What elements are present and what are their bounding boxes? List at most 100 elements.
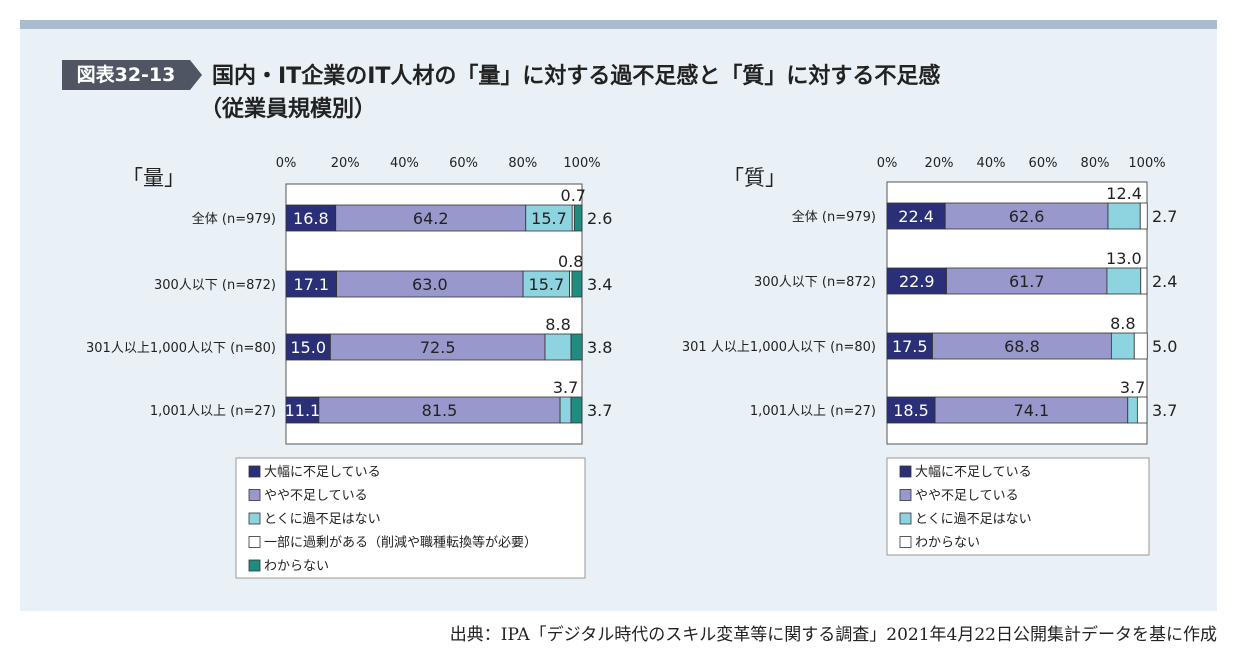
quality-bar-segment xyxy=(886,396,936,424)
quality-chart-title: 「質」 xyxy=(723,166,786,190)
quantity-data-label: 2.6 xyxy=(587,209,612,228)
quantity-category-label: 1,001人以上 (n=27) xyxy=(150,404,276,419)
quantity-bar-segment xyxy=(285,333,331,361)
quality-category-label: 301 人以上1,000人以下 (n=80) xyxy=(682,340,876,355)
quantity-bar-segment xyxy=(318,396,561,424)
quality-bar-segment xyxy=(1127,396,1138,424)
source-note: 出典：IPA「デジタル時代のスキル変革等に関する調査」2021年4月22日公開集… xyxy=(449,625,1217,645)
quality-data-label: 12.4 xyxy=(1106,184,1142,203)
quantity-data-label: 81.5 xyxy=(422,401,458,420)
quality-bar-segment xyxy=(1106,267,1142,295)
quantity-data-label: 3.7 xyxy=(587,401,612,420)
quality-data-label: 17.5 xyxy=(892,337,928,356)
quality-bar-segment xyxy=(1139,202,1148,230)
quality-data-label: 5.0 xyxy=(1152,337,1177,356)
quality-data-label: 61.7 xyxy=(1009,272,1045,291)
quality-data-label: 74.1 xyxy=(1014,401,1050,420)
figure-title: 国内・IT企業のIT人材の「量」に対する過不足感と「質」に対する不足感 xyxy=(212,64,941,89)
quantity-tick-label: 100% xyxy=(563,156,600,171)
quantity-bar-segment xyxy=(571,270,583,298)
quantity-legend-label: やや不足している xyxy=(264,489,368,504)
quality-data-label: 3.7 xyxy=(1120,378,1145,397)
quality-legend-label: わからない xyxy=(915,536,980,551)
quantity-bar-segment xyxy=(570,396,583,424)
quantity-data-label: 3.8 xyxy=(587,338,612,357)
quality-tick-label: 40% xyxy=(977,156,1006,171)
quality-data-label: 8.8 xyxy=(1110,314,1135,333)
quantity-data-label: 15.7 xyxy=(531,209,567,228)
quantity-data-label: 17.1 xyxy=(293,275,329,294)
quality-bar-segment xyxy=(944,202,1109,230)
quality-bar-segment xyxy=(934,396,1129,424)
figure-label-box xyxy=(62,60,190,90)
quality-data-label: 18.5 xyxy=(893,401,929,420)
figure-label: 図表32-13 xyxy=(62,60,204,90)
quality-data-label: 2.7 xyxy=(1152,207,1177,226)
quantity-bar-segment xyxy=(525,204,573,232)
quantity-bar-segment xyxy=(570,333,583,361)
quantity-data-label: 63.0 xyxy=(412,275,448,294)
quantity-legend-swatch xyxy=(248,489,261,501)
quantity-legend-swatch xyxy=(248,559,261,572)
quantity-bar-segment xyxy=(285,270,338,298)
quality-bar-segment xyxy=(1107,202,1141,230)
quantity-legend-swatch xyxy=(248,512,261,525)
quantity-data-label: 15.7 xyxy=(529,275,565,294)
quantity-category-label: 全体 (n=979) xyxy=(192,211,276,227)
quality-legend-label: とくに過不足はない xyxy=(915,512,1032,527)
quality-legend-box xyxy=(886,457,1150,556)
quantity-data-label: 64.2 xyxy=(413,209,449,228)
quality-data-label: 2.4 xyxy=(1152,272,1177,291)
quantity-data-label: 0.7 xyxy=(561,186,586,205)
quality-bar-segment xyxy=(1140,267,1148,295)
quality-legend-label: やや不足している xyxy=(915,489,1019,504)
quality-bar-segment xyxy=(1110,332,1135,360)
quality-category-label: 全体 (n=979) xyxy=(792,209,876,225)
quantity-tick-label: 0% xyxy=(276,156,297,171)
quality-bar-segment xyxy=(1136,396,1148,424)
quality-data-label: 68.8 xyxy=(1004,337,1040,356)
quantity-bar-segment xyxy=(559,396,572,424)
quality-tick-label: 20% xyxy=(925,156,954,171)
quality-data-label: 13.0 xyxy=(1106,249,1142,268)
quantity-legend-label: わからない xyxy=(264,559,329,574)
figure-subtitle: （従業員規模別） xyxy=(200,97,377,122)
quantity-legend-swatch xyxy=(248,536,261,548)
quality-data-label: 22.4 xyxy=(898,207,934,226)
quantity-bar-segment xyxy=(335,204,527,232)
quality-category-label: 1,001人以上 (n=27) xyxy=(750,404,876,419)
quantity-chart-title: 「量」 xyxy=(122,166,185,190)
quantity-data-label: 11.1 xyxy=(285,401,321,420)
quantity-data-label: 15.0 xyxy=(290,338,326,357)
quality-legend-label: 大幅に不足している xyxy=(915,465,1032,480)
quantity-data-label: 3.4 xyxy=(587,275,612,294)
quantity-category-label: 301人以上1,000人以下 (n=80) xyxy=(86,341,276,356)
figure-label-text: 図表32-13 xyxy=(76,64,176,86)
quantity-legend-box xyxy=(235,457,586,579)
quality-legend-swatch xyxy=(899,512,912,525)
quantity-data-label: 0.8 xyxy=(558,252,583,271)
quality-category-label: 300人以下 (n=872) xyxy=(754,275,876,290)
quantity-tick-label: 40% xyxy=(390,156,419,171)
quantity-bar-segment xyxy=(285,204,337,232)
quality-legend-swatch xyxy=(899,489,912,501)
figure-label-arrow xyxy=(190,60,202,90)
quantity-legend-swatch xyxy=(248,465,261,478)
quantity-data-label: 72.5 xyxy=(420,338,456,357)
quality-data-label: 62.6 xyxy=(1009,207,1045,226)
top-accent-bar xyxy=(20,20,1217,29)
quality-tick-label: 60% xyxy=(1029,156,1058,171)
quantity-bar-segment xyxy=(285,396,320,424)
quality-bar-segment xyxy=(1133,332,1148,360)
quantity-tick-label: 20% xyxy=(331,156,360,171)
quality-legend-swatch xyxy=(899,465,912,478)
quantity-legend-label: とくに過不足はない xyxy=(264,512,381,527)
quantity-tick-label: 60% xyxy=(449,156,478,171)
quantity-legend-label: 大幅に不足している xyxy=(264,465,381,480)
quantity-legend-label: 一部に過剰がある（削減や職種転換等が必要） xyxy=(264,535,537,551)
quantity-bar-segment xyxy=(544,333,572,361)
quality-tick-label: 100% xyxy=(1128,156,1165,171)
quality-legend-swatch xyxy=(899,536,912,548)
quantity-data-label: 3.7 xyxy=(553,378,578,397)
